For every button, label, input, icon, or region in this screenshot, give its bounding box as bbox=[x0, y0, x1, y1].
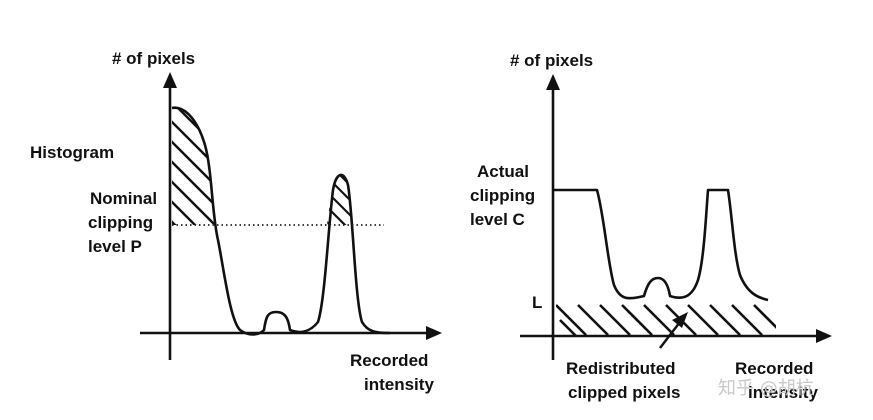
clipped-histogram-curve bbox=[553, 188, 769, 302]
left-y-axis-arrow bbox=[163, 72, 177, 88]
actual-label-line1: Actual bbox=[477, 162, 529, 181]
right-y-axis-label: # of pixels bbox=[510, 51, 593, 70]
right-x-axis-label-line1: Recorded bbox=[735, 359, 813, 378]
left-x-axis-label-line2: intensity bbox=[364, 375, 434, 394]
right-y-axis-arrow bbox=[546, 74, 560, 90]
left-y-axis-label: # of pixels bbox=[112, 49, 195, 68]
nominal-label-line3: level P bbox=[88, 237, 142, 256]
redistributed-label-line2: clipped pixels bbox=[568, 383, 680, 402]
watermark-text: 知乎 @胡杭 bbox=[718, 378, 814, 399]
nominal-label-line1: Nominal bbox=[90, 189, 157, 208]
left-x-axis-label-line1: Recorded bbox=[350, 351, 428, 370]
right-x-axis-label-line2: intensity bbox=[748, 383, 818, 402]
nominal-label-line2: clipping bbox=[88, 213, 153, 232]
redistributed-label-line1: Redistributed bbox=[566, 359, 676, 378]
actual-label-line3: level C bbox=[470, 210, 525, 229]
right-histogram-panel: # of pixels Actual clipping level C L Re… bbox=[470, 51, 832, 402]
redistributed-pointer-head bbox=[672, 312, 688, 328]
redistributed-pointer-line bbox=[659, 321, 681, 349]
left-peak-hatching bbox=[172, 107, 216, 225]
right-x-axis-arrow bbox=[816, 329, 832, 343]
left-histogram-curve bbox=[171, 106, 391, 336]
l-level-label: L bbox=[532, 293, 542, 312]
histogram-label: Histogram bbox=[30, 143, 114, 162]
actual-label-line2: clipping bbox=[470, 186, 535, 205]
redistributed-band-hatching bbox=[556, 304, 776, 336]
left-x-axis-arrow bbox=[426, 326, 442, 340]
right-peak-hatching bbox=[327, 174, 352, 225]
left-histogram-panel: # of pixels Histogram Nominal clipping l… bbox=[30, 49, 442, 394]
